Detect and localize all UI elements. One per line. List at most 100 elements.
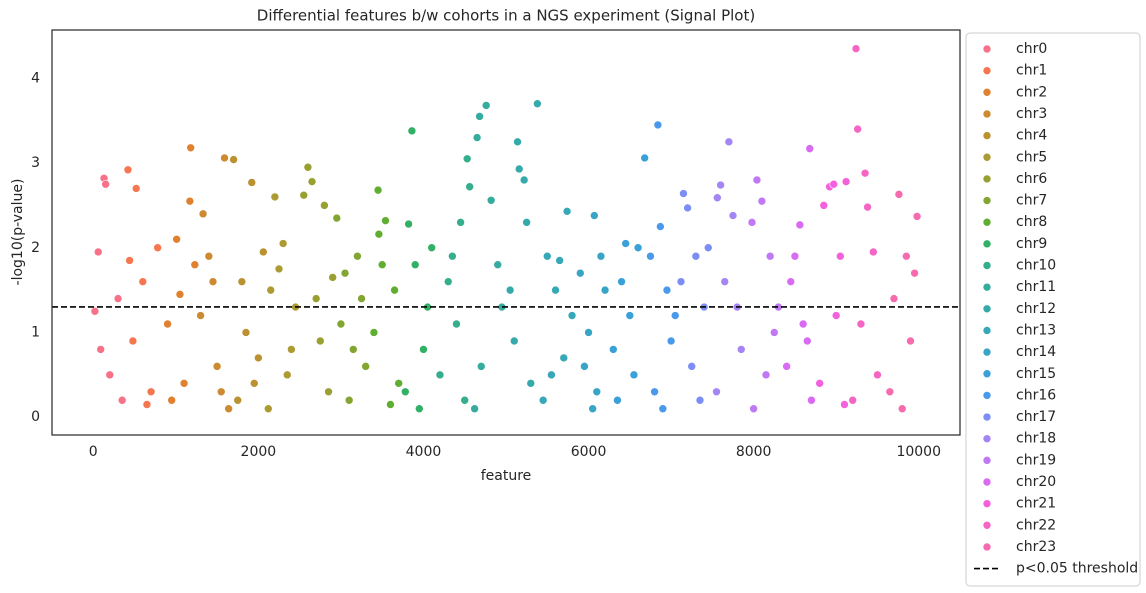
point: [324, 387, 333, 397]
point: [752, 175, 762, 185]
point: [712, 387, 721, 397]
point: [117, 395, 127, 405]
point: [596, 251, 606, 261]
legend-marker: [982, 304, 992, 314]
point: [186, 143, 195, 153]
point: [386, 400, 395, 409]
point: [575, 268, 585, 278]
point: [666, 336, 676, 346]
legend-label: chr12: [1016, 301, 1056, 317]
legend-label: p<0.05 threshold: [1016, 561, 1138, 577]
point: [138, 277, 148, 286]
point: [807, 395, 816, 405]
point: [863, 202, 872, 212]
point: [344, 395, 354, 405]
point: [736, 345, 746, 354]
point: [299, 190, 309, 200]
point: [547, 370, 556, 380]
legend-box: [965, 32, 1141, 587]
point: [802, 336, 812, 346]
point: [621, 239, 630, 248]
y-tick-label: 1: [31, 324, 40, 340]
point: [443, 277, 453, 286]
point: [592, 387, 602, 397]
point: [315, 336, 325, 346]
point: [377, 260, 387, 269]
point: [613, 395, 622, 405]
point: [208, 277, 218, 286]
point: [486, 196, 496, 205]
legend-label: chr14: [1016, 344, 1056, 360]
legend-label: chr7: [1016, 193, 1047, 209]
legend-marker: [982, 434, 992, 444]
point: [307, 177, 317, 186]
point: [640, 153, 649, 163]
point: [172, 234, 181, 244]
point: [381, 216, 390, 225]
legend-label: chr17: [1016, 409, 1056, 425]
legend-label: chr10: [1016, 258, 1056, 274]
point: [829, 179, 839, 189]
legend-marker: [982, 347, 992, 357]
point: [320, 201, 329, 210]
legend-label: chr13: [1016, 322, 1056, 338]
legend-label: chr4: [1016, 128, 1047, 144]
point: [303, 162, 313, 172]
legend-label: chr23: [1016, 539, 1056, 555]
point: [146, 387, 156, 397]
chart-title: Differential features b/w cohorts in a N…: [257, 7, 755, 25]
point: [263, 404, 273, 414]
point: [93, 247, 103, 257]
point: [646, 251, 655, 261]
point: [282, 370, 292, 380]
legend-label: chr11: [1016, 279, 1056, 295]
point: [679, 189, 688, 198]
point: [348, 345, 358, 354]
point: [747, 218, 757, 227]
point: [514, 164, 524, 174]
point: [724, 137, 734, 147]
point: [185, 196, 195, 206]
point: [179, 379, 189, 388]
legend-label: chr9: [1016, 236, 1047, 252]
point: [851, 44, 861, 53]
point: [761, 370, 771, 380]
x-tick-label: 2000: [241, 444, 277, 460]
point: [113, 294, 123, 303]
legend-label: chr8: [1016, 214, 1047, 230]
legend-marker: [982, 542, 992, 552]
point: [609, 345, 618, 354]
x-tick-label: 4000: [406, 444, 442, 460]
legend-label: chr19: [1016, 452, 1056, 468]
y-axis-label: -log10(p-value): [10, 179, 26, 286]
point: [538, 395, 548, 405]
legend: chr0 chr1 chr2 chr3 chr4 chr5 chr6 chr7 chr8 chr9…: [974, 41, 1138, 577]
point: [198, 209, 208, 219]
point: [656, 222, 665, 231]
point: [254, 353, 263, 363]
point: [894, 190, 904, 199]
point: [542, 251, 552, 261]
point: [720, 277, 730, 286]
x-tick-label: 6000: [571, 444, 607, 460]
point: [167, 395, 176, 405]
point: [390, 285, 399, 295]
legend-marker: [982, 217, 992, 227]
point: [600, 285, 610, 295]
point: [216, 387, 226, 397]
point: [247, 178, 257, 187]
point: [340, 268, 350, 278]
point: [361, 362, 370, 371]
point: [96, 345, 106, 354]
point: [580, 362, 589, 371]
point: [233, 395, 243, 405]
point: [196, 311, 205, 320]
point: [910, 268, 919, 278]
point: [650, 387, 659, 397]
legend-label: chr6: [1016, 171, 1047, 187]
point: [805, 144, 815, 153]
legend-marker: [982, 499, 992, 508]
point: [555, 256, 564, 265]
x-tick-label: 0: [89, 444, 98, 460]
